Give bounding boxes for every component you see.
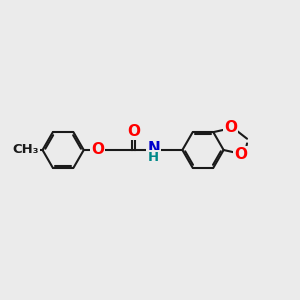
Text: O: O [91,142,104,158]
Text: O: O [235,147,248,162]
Text: CH₃: CH₃ [12,143,39,157]
Text: O: O [127,124,140,139]
Text: O: O [224,120,237,135]
Text: N: N [147,141,160,156]
Text: H: H [148,151,159,164]
